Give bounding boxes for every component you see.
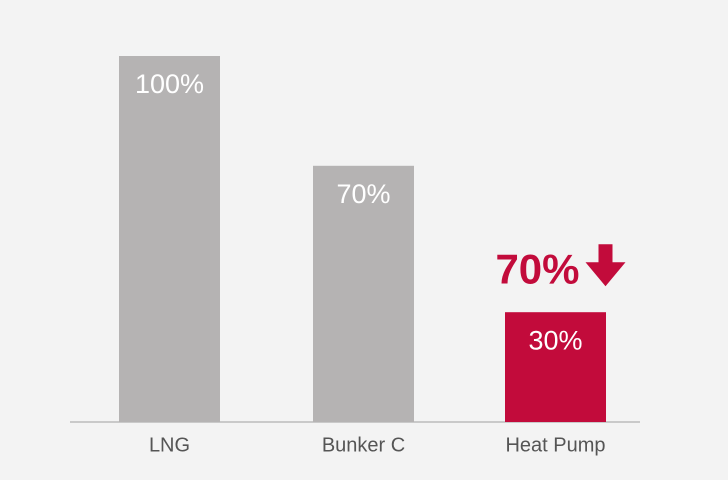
- bar: [313, 165, 414, 423]
- value-label: 100%: [135, 69, 204, 99]
- x-tick-label: Heat Pump: [505, 434, 605, 456]
- bar: [505, 312, 606, 422]
- x-tick-label: LNG: [149, 434, 190, 456]
- bar: [119, 56, 220, 422]
- down-arrow: [585, 244, 626, 287]
- value-label: 70%: [336, 179, 390, 209]
- value-label: 30%: [528, 325, 582, 355]
- x-tick-label: Bunker C: [322, 434, 405, 456]
- annotation: 70%: [495, 245, 579, 292]
